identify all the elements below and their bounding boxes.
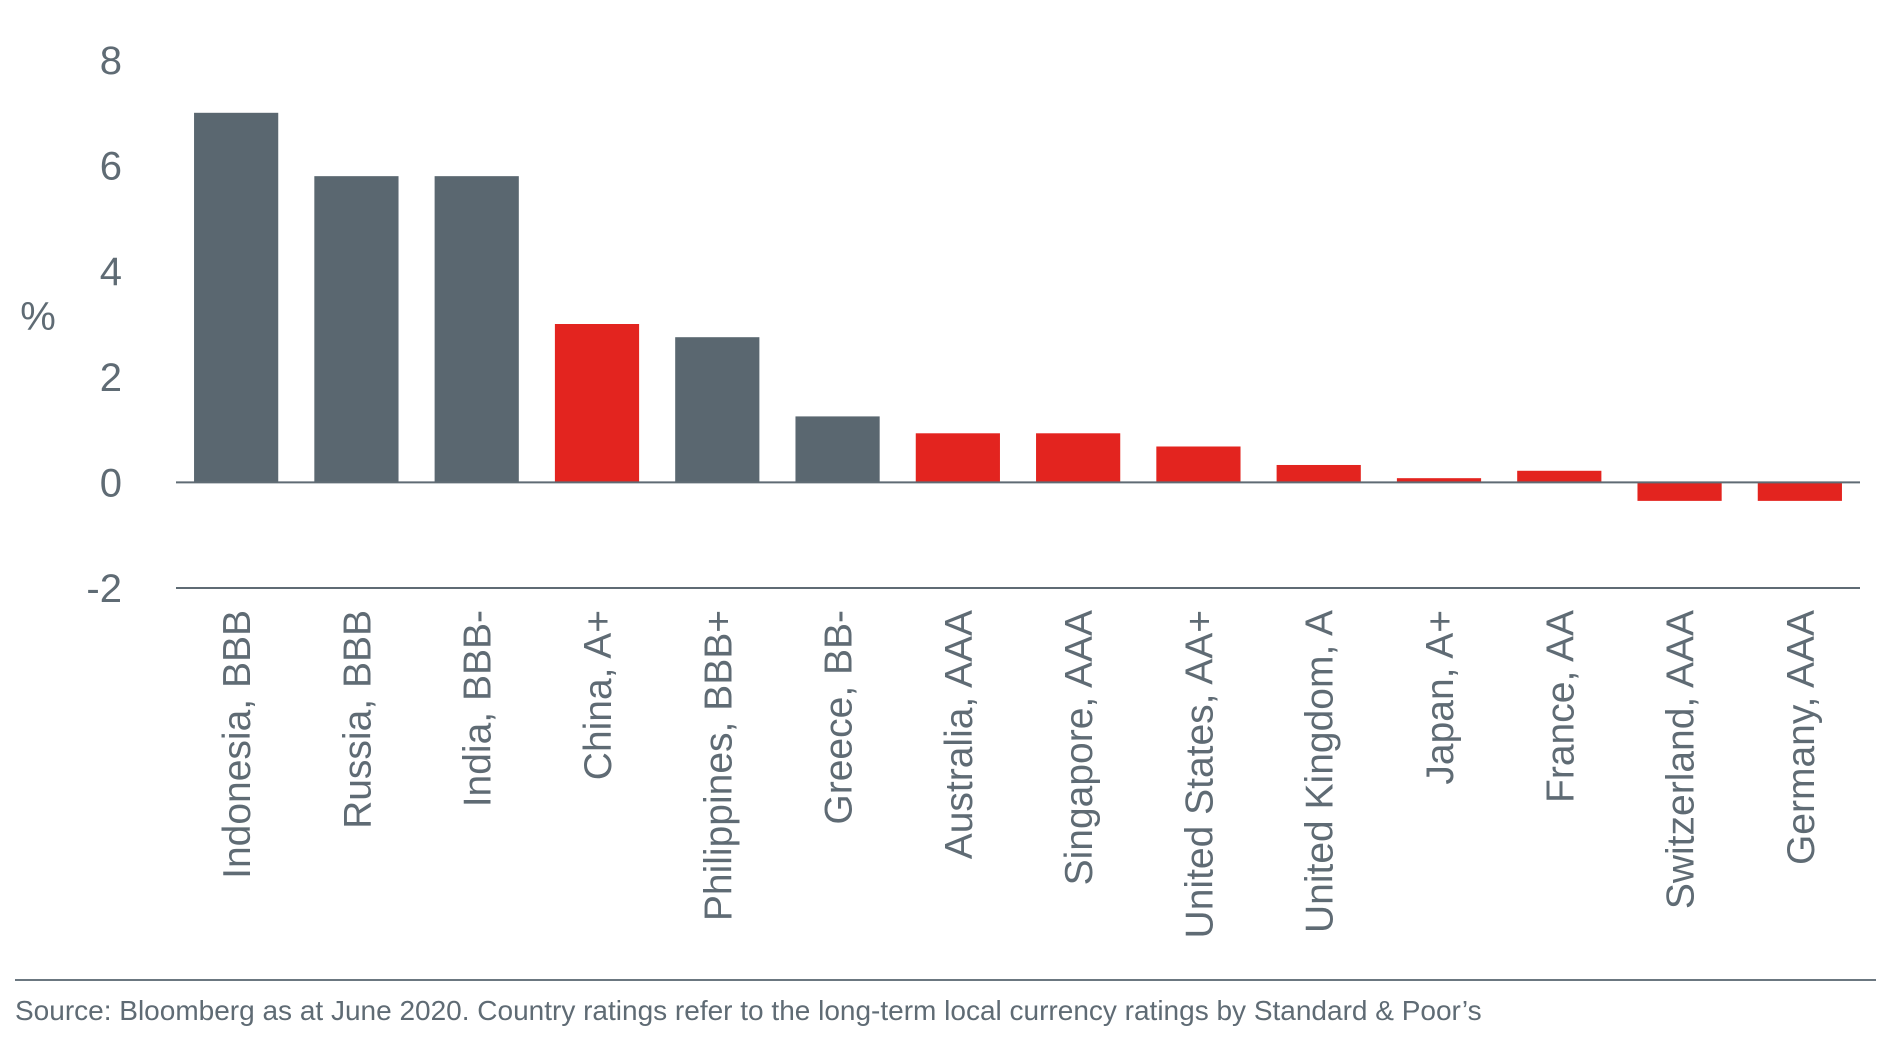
category-label: Japan, A+ [1419, 610, 1462, 785]
bar [1396, 478, 1482, 483]
y-tick-label: 6 [100, 145, 122, 189]
bar [675, 337, 760, 483]
y-tick-label: 4 [100, 250, 122, 294]
category-label: Germany, AAA [1780, 610, 1823, 865]
bar [795, 416, 880, 483]
bar [1036, 433, 1121, 483]
category-label: United States, AA+ [1178, 610, 1221, 938]
bar [434, 176, 519, 483]
category-label: Greece, BB- [818, 610, 861, 825]
y-axis-unit-label: % [20, 295, 56, 339]
y-tick-label: 8 [100, 39, 122, 83]
y-tick-label: -2 [86, 567, 122, 611]
y-tick-label: 2 [100, 356, 122, 400]
category-label: Australia, AAA [938, 610, 981, 859]
y-axis-ticks: -2 0 2 4 6 8 [86, 39, 122, 611]
y-tick-label: 0 [100, 461, 122, 505]
source-note: Source: Bloomberg as at June 2020. Count… [15, 995, 1482, 1026]
bar [554, 324, 640, 483]
category-label: France, AA [1539, 610, 1582, 803]
category-label: India, BBB- [457, 610, 500, 807]
bar [194, 112, 279, 483]
category-label: Singapore, AAA [1058, 610, 1101, 885]
category-label: United Kingdom, A [1299, 610, 1342, 933]
category-label: China, A+ [577, 610, 620, 780]
category-label: Switzerland, AAA [1660, 610, 1703, 909]
bar [1276, 464, 1361, 483]
bar [1757, 482, 1842, 501]
category-labels: Indonesia, BBB Russia, BBB India, BBB- Chin… [216, 610, 1823, 938]
bars [194, 112, 1842, 501]
category-label: Russia, BBB [336, 610, 379, 829]
bar [1517, 470, 1602, 483]
bar [1156, 446, 1241, 483]
bar [314, 176, 399, 483]
bar [1637, 482, 1722, 501]
category-label: Indonesia, BBB [216, 610, 259, 879]
bar [915, 433, 1000, 483]
category-label: Philippines, BBB+ [697, 610, 740, 921]
